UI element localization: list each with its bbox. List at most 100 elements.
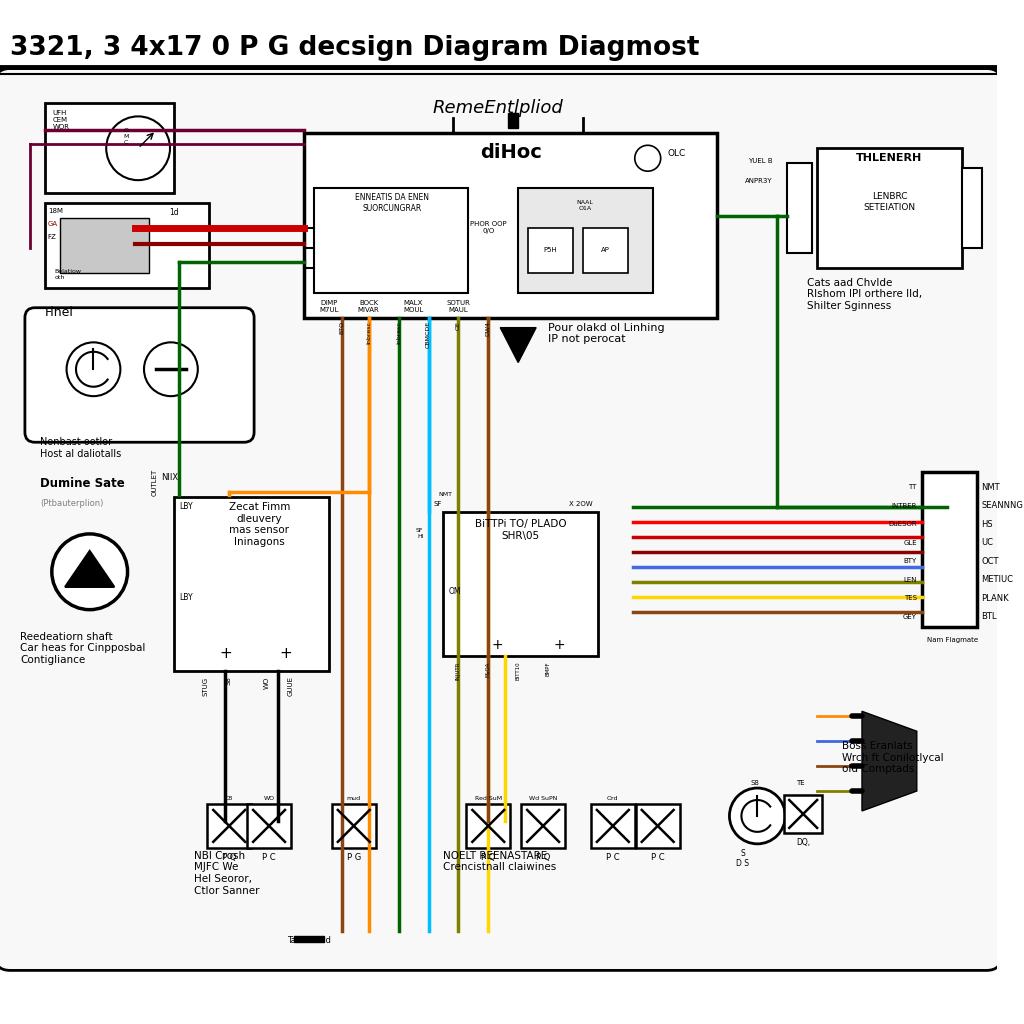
Polygon shape [66, 551, 115, 587]
Text: STUG: STUG [203, 677, 208, 695]
Text: +: + [219, 646, 231, 662]
Text: P C: P C [651, 853, 665, 862]
Text: OE: OE [456, 321, 461, 330]
FancyBboxPatch shape [787, 163, 812, 253]
FancyBboxPatch shape [25, 308, 254, 442]
Text: TES: TES [904, 595, 916, 601]
Text: OM: OM [449, 587, 461, 596]
Text: NAAL
O1A: NAAL O1A [577, 200, 593, 211]
Text: Red SuM: Red SuM [475, 796, 502, 801]
Text: UC: UC [982, 538, 993, 547]
Text: Belatiow
oth: Belatiow oth [55, 269, 82, 280]
FancyBboxPatch shape [304, 133, 718, 317]
Text: INJUTR: INJUTR [456, 662, 461, 680]
Text: Reedeatiorn shaft
Car heas for Cinpposbal
Contigliance: Reedeatiorn shaft Car heas for Cinpposba… [19, 632, 145, 665]
Text: METIUC: METIUC [982, 575, 1014, 584]
Text: F&OA: F&OA [485, 662, 490, 677]
Text: mud: mud [347, 796, 360, 801]
Circle shape [67, 342, 121, 396]
Text: SF
HI: SF HI [416, 528, 424, 539]
Text: Tae Goood: Tae Goood [287, 936, 331, 944]
Circle shape [729, 788, 785, 844]
Text: NMT: NMT [438, 493, 453, 497]
Text: P C: P C [606, 853, 620, 862]
Text: P C: P C [262, 853, 275, 862]
Text: Cats aad Chvlde
Rlshom IPl orthere lld,
Shilter Sginness: Cats aad Chvlde Rlshom IPl orthere lld, … [807, 278, 923, 311]
Text: GLE: GLE [903, 540, 916, 546]
Text: YUEL B: YUEL B [748, 159, 772, 164]
Text: CBMCDE: CBMCDE [426, 321, 431, 348]
Text: S8: S8 [751, 780, 760, 786]
FancyBboxPatch shape [466, 804, 510, 848]
Text: Nonbast ootlor
Host al daliotalls: Nonbast ootlor Host al daliotalls [40, 437, 121, 459]
Text: BITT10: BITT10 [516, 662, 520, 680]
Text: OCT: OCT [982, 557, 999, 565]
Text: Dumine Sate: Dumine Sate [40, 477, 125, 490]
Text: BTL: BTL [982, 612, 997, 622]
Text: PHOR OOP
0/O: PHOR OOP 0/O [470, 221, 507, 234]
Text: WO: WO [264, 677, 270, 689]
Text: NOELT REENASTARE
Crencistnall claiwines: NOELT REENASTARE Crencistnall claiwines [443, 851, 557, 872]
Polygon shape [294, 936, 324, 942]
Text: diHoc: diHoc [480, 143, 542, 162]
Text: Zecat Fimm
dleuvery
mas sensor
Ininagons: Zecat Fimm dleuvery mas sensor Ininagons [228, 503, 290, 547]
FancyBboxPatch shape [817, 148, 962, 268]
Text: LEN: LEN [903, 577, 916, 583]
Text: DQ,: DQ, [796, 838, 810, 847]
FancyBboxPatch shape [518, 188, 652, 293]
Circle shape [635, 145, 660, 171]
FancyBboxPatch shape [314, 188, 468, 293]
Text: OUTLET: OUTLET [152, 468, 158, 496]
FancyBboxPatch shape [207, 804, 251, 848]
Text: BTY: BTY [903, 558, 916, 564]
Text: Wd SuPN: Wd SuPN [529, 796, 557, 801]
FancyBboxPatch shape [45, 203, 209, 288]
Text: S
D S: S D S [736, 849, 749, 868]
Text: SOTUR
MAUL: SOTUR MAUL [446, 300, 470, 312]
Text: DIMP
M7UL: DIMP M7UL [319, 300, 339, 312]
FancyBboxPatch shape [922, 472, 977, 627]
FancyBboxPatch shape [962, 168, 982, 248]
Text: DW4: DW4 [485, 321, 490, 336]
Text: Ord: Ord [607, 796, 618, 801]
FancyBboxPatch shape [174, 497, 329, 672]
FancyBboxPatch shape [59, 218, 150, 272]
Text: O
M
C: O M C [123, 128, 129, 144]
Text: BiTTPi TO/ PLADO
SHR\05: BiTTPi TO/ PLADO SHR\05 [475, 519, 566, 541]
Text: PLANK: PLANK [982, 594, 1010, 603]
Circle shape [144, 342, 198, 396]
FancyBboxPatch shape [784, 795, 822, 833]
Text: P5H: P5H [544, 248, 557, 253]
Text: ENNEATIS DA ENEN
SUORCUNGRAR: ENNEATIS DA ENEN SUORCUNGRAR [354, 194, 429, 213]
Text: ANPR3Y: ANPR3Y [744, 178, 772, 184]
Text: TE: TE [796, 780, 805, 786]
FancyBboxPatch shape [583, 228, 628, 272]
FancyBboxPatch shape [332, 804, 376, 848]
Text: S8: S8 [225, 677, 231, 685]
Text: TT: TT [908, 484, 916, 490]
FancyBboxPatch shape [45, 103, 174, 194]
Text: NMT: NMT [982, 482, 1000, 492]
Text: Finel: Finel [45, 306, 74, 318]
Text: P Q: P Q [536, 853, 550, 862]
Text: inbresc: inbresc [396, 321, 401, 343]
FancyBboxPatch shape [591, 804, 635, 848]
Circle shape [106, 117, 170, 180]
Text: Nam Flagmate: Nam Flagmate [927, 637, 978, 643]
FancyBboxPatch shape [0, 69, 1001, 971]
Text: Inbresc: Inbresc [367, 321, 372, 344]
Text: HS: HS [982, 519, 993, 528]
Circle shape [52, 534, 128, 609]
Text: +: + [280, 646, 292, 662]
Text: NIIX: NIIX [161, 473, 178, 482]
Text: BOCK
MIVAR: BOCK MIVAR [357, 300, 380, 312]
Text: THLENERH: THLENERH [856, 154, 923, 163]
Text: LENBRC
SETEIATION: LENBRC SETEIATION [863, 193, 915, 212]
Text: GUUE: GUUE [288, 677, 293, 696]
Text: OLC: OLC [668, 148, 686, 158]
Text: WO: WO [263, 796, 274, 801]
Text: BMPF: BMPF [546, 662, 551, 676]
Text: AP: AP [601, 248, 610, 253]
Text: MALX
MOUL: MALX MOUL [403, 300, 424, 312]
Text: X 2OW: X 2OW [569, 501, 593, 507]
